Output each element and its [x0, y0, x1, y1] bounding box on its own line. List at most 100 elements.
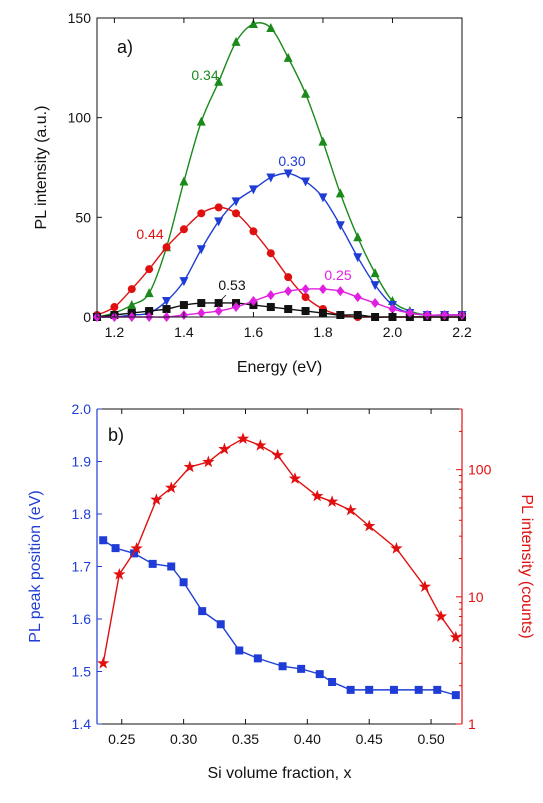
data-point: [127, 300, 137, 310]
data-point: [165, 481, 178, 494]
data-point: [197, 209, 206, 218]
series-0.44: [93, 203, 466, 321]
x-tick-label: 0.25: [108, 731, 135, 747]
data-point: [266, 173, 276, 183]
data-point: [336, 286, 345, 297]
label-leader-line: [213, 294, 227, 308]
left-y-tick-label: 2.0: [72, 401, 92, 417]
data-point: [145, 307, 154, 316]
left-y-axis-title: PL peak position (eV): [27, 490, 44, 642]
data-point: [197, 299, 206, 308]
data-point: [370, 281, 380, 291]
data-point: [179, 277, 189, 287]
data-point: [371, 298, 380, 309]
x-tick-label: 1.8: [313, 324, 333, 340]
series-left: [99, 536, 460, 700]
data-point: [249, 227, 258, 236]
data-point: [325, 495, 339, 507]
data-point: [231, 197, 241, 207]
left-y-tick-label: 1.6: [72, 611, 92, 627]
data-point: [418, 580, 432, 593]
data-point: [232, 302, 241, 313]
data-point: [318, 284, 327, 295]
x-tick-label: 2.0: [383, 324, 403, 340]
data-point: [284, 286, 293, 297]
chart-b: 0.25 0.30 0.35 0.40 0.45 0.50 1.4 1.5 1.6 1.7 1.8 1…: [27, 401, 535, 782]
plot-frame: [96, 17, 463, 318]
left-y-tick-label: 1.4: [72, 716, 92, 732]
data-point: [248, 185, 258, 195]
data-point: [214, 299, 223, 308]
series-label-0.53: 0.53: [218, 277, 245, 293]
chart-a: 0.34 0.30 0.44 0.53 0.25 1.2 1.4 1.6 1.8 2.0 2.2 0 5…: [33, 10, 472, 376]
data-point: [283, 169, 293, 179]
data-point: [318, 193, 328, 203]
data-point: [179, 301, 188, 310]
data-point: [266, 22, 276, 32]
data-point: [311, 489, 324, 502]
x-tick-label: 0.40: [294, 731, 321, 747]
series-0.34: [92, 18, 467, 321]
data-point: [271, 448, 284, 461]
data-point: [145, 265, 154, 274]
series-0.30: [92, 169, 467, 322]
data-point: [214, 76, 224, 86]
data-point: [162, 243, 171, 252]
data-point: [150, 493, 163, 506]
data-point: [202, 455, 215, 468]
data-point: [266, 303, 275, 312]
data-point: [254, 438, 267, 451]
right-y-tick-label: 10: [468, 589, 484, 605]
data-point: [214, 203, 223, 212]
y-tick-label: 150: [68, 10, 92, 26]
y-axis-title: PL intensity (a.u.): [33, 106, 50, 230]
data-point: [216, 620, 225, 629]
x-tick-label: 1.4: [174, 324, 194, 340]
data-point: [266, 290, 275, 301]
right-y-tick-label: 1: [468, 716, 476, 732]
y-tick-label: 100: [68, 110, 92, 126]
data-point: [353, 253, 363, 263]
data-point: [353, 311, 362, 320]
left-y-tick-label: 1.5: [72, 664, 92, 680]
series-label-0.25: 0.25: [324, 267, 351, 283]
data-point: [301, 293, 310, 302]
x-tick-label: 2.2: [452, 324, 472, 340]
data-point: [301, 307, 310, 316]
series-line-0.44: [96, 206, 462, 318]
data-point: [248, 18, 258, 28]
data-point: [218, 442, 231, 455]
data-point: [449, 630, 462, 643]
data-point: [335, 221, 345, 231]
data-point: [198, 607, 207, 616]
series-line-0.30: [96, 172, 462, 318]
data-point: [297, 664, 306, 673]
data-point: [231, 36, 241, 46]
data-point: [232, 209, 241, 218]
data-point: [423, 310, 432, 321]
series-line-right: [102, 437, 457, 664]
data-point: [336, 311, 345, 320]
data-point: [127, 285, 136, 294]
data-point: [278, 662, 287, 671]
data-point: [388, 304, 397, 315]
data-point: [214, 306, 223, 317]
data-point: [353, 232, 363, 242]
data-point: [235, 646, 244, 655]
data-point: [365, 685, 374, 694]
data-point: [363, 519, 376, 532]
data-point: [318, 136, 328, 146]
data-point: [197, 308, 206, 319]
data-point: [110, 303, 119, 312]
data-point: [249, 296, 258, 307]
y-tick-label: 0: [83, 309, 91, 325]
data-point: [390, 541, 403, 554]
data-point: [451, 691, 460, 700]
data-point: [144, 288, 154, 298]
panel-label: a): [117, 37, 133, 57]
series-label-0.34: 0.34: [191, 67, 218, 83]
data-point: [183, 460, 196, 473]
data-point: [214, 217, 224, 227]
data-point: [283, 52, 293, 62]
x-tick-label: 1.6: [244, 324, 264, 340]
